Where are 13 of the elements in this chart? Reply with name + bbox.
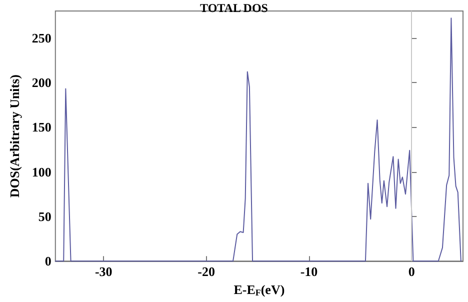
x-tick-label: -30: [94, 264, 112, 280]
x-tick-label: -20: [198, 264, 215, 280]
y-tick-label: 50: [38, 208, 52, 224]
y-axis-title: DOS(Arbitrary Units): [7, 74, 22, 198]
y-tick-label: 200: [32, 74, 52, 90]
y-tick-label: 100: [32, 164, 52, 180]
y-tick-label: 0: [44, 254, 52, 269]
y-tick-label: 250: [32, 30, 52, 46]
x-tick-label: -10: [300, 264, 318, 280]
x-tick-label: 0: [408, 264, 415, 280]
line-series: [54, 18, 462, 262]
chart-title: TOTAL DOS: [200, 1, 268, 15]
y-tick-label: 150: [32, 120, 52, 135]
